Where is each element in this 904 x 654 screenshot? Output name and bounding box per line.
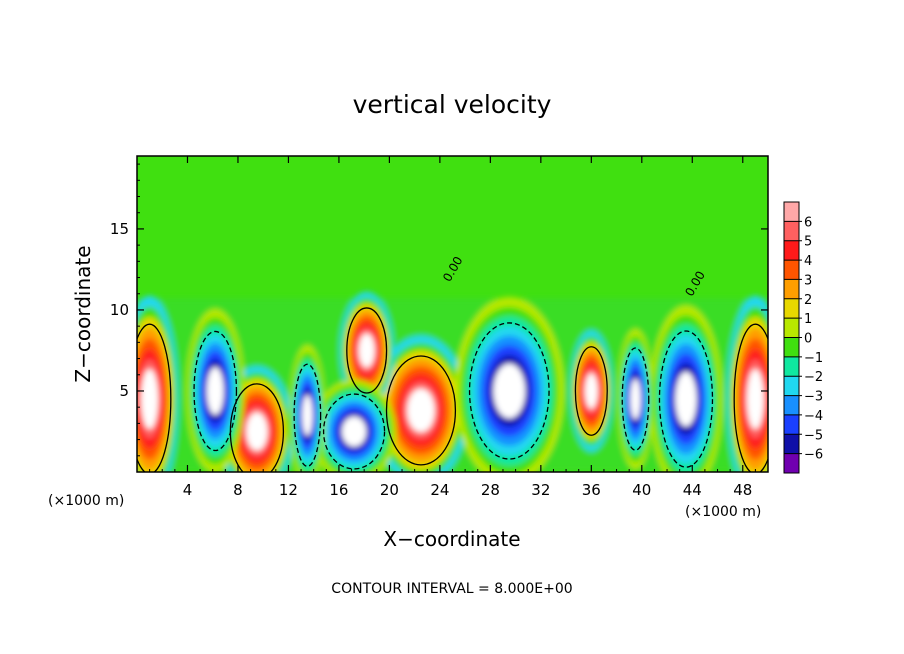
colorbar-label: −2 (804, 370, 823, 385)
y-tick-label: 15 (110, 220, 129, 238)
colorbar-segment (784, 221, 799, 242)
colorbar-segment (784, 240, 799, 261)
downdraft-cell (649, 305, 723, 472)
colorbar-label: 2 (804, 293, 812, 308)
x-tick-label: 24 (430, 481, 449, 499)
colorbar-segment (784, 337, 799, 358)
colorbar-label: 0 (804, 332, 812, 347)
downdraft-cell (185, 308, 245, 472)
colorbar-segment (784, 260, 799, 280)
x-tick-label: 28 (481, 481, 500, 499)
x-tick-label: 44 (683, 481, 702, 499)
colorbar-segment (784, 202, 799, 222)
zero-contour (468, 322, 550, 460)
colorbar-label: −3 (804, 390, 823, 405)
x-axis: 4 8 12 16 20 24 28 32 36 40 44 48 (149, 156, 756, 499)
updraft-cell (137, 295, 179, 472)
chart-title: vertical velocity (353, 90, 552, 119)
x-tick-label: 36 (582, 481, 601, 499)
zero-contour (137, 323, 172, 472)
y-axis-label: Z−coordinate (71, 245, 95, 382)
downdraft-cell (289, 344, 326, 472)
x-tick-label: 32 (531, 481, 550, 499)
colorbar: 6 5 4 3 2 1 0 −1 −2 −3 −4 −5 −6 (783, 201, 823, 474)
zero-contour (193, 330, 238, 452)
updraft-cell (373, 335, 469, 472)
colorbar-segment (784, 414, 799, 435)
colorbar-label: 6 (804, 215, 812, 230)
colorbar-label: 5 (804, 235, 812, 250)
x-unit-left: (×1000 m) (48, 493, 124, 509)
colorbar-segment (784, 395, 799, 416)
x-tick-label: 48 (733, 481, 752, 499)
x-tick-label: 20 (380, 481, 399, 499)
colorbar-label: −5 (804, 428, 823, 443)
downdraft-cell (454, 297, 565, 472)
x-unit-right: (×1000 m) (685, 504, 761, 520)
y-tick-label: 10 (110, 301, 129, 319)
colorbar-segment (784, 318, 799, 338)
colorbar-segment (784, 298, 799, 319)
zero-contour (658, 330, 714, 468)
colorbar-label: 3 (804, 273, 812, 288)
zero-contour (346, 307, 388, 394)
x-tick-label: 40 (632, 481, 651, 499)
colorbar-segment (784, 279, 799, 300)
y-axis: 5 10 15 (110, 163, 768, 457)
zero-contour (733, 323, 768, 472)
contour-interval-footer: CONTOUR INTERVAL = 8.000E+00 (331, 581, 572, 597)
zero-contour (385, 355, 457, 466)
zero-contour (621, 347, 650, 451)
colorbar-segment (784, 356, 799, 377)
x-tick-label: 12 (279, 481, 298, 499)
colorbar-label: −1 (804, 351, 823, 366)
colorbar-segment (784, 434, 799, 455)
colorbar-label: 1 (804, 312, 812, 327)
downdraft-cell (311, 379, 397, 472)
plot-field: 0.00 0.00 (137, 254, 768, 472)
colorbar-segment (784, 453, 799, 474)
x-tick-label: 16 (329, 481, 348, 499)
zero-contour (322, 393, 386, 470)
y-tick-label: 5 (119, 382, 129, 400)
zero-contour (574, 346, 608, 436)
zero-contour (293, 363, 322, 467)
colorbar-label: −6 (804, 448, 823, 463)
x-tick-label: 8 (233, 481, 243, 499)
updraft-cell (726, 295, 768, 472)
colorbar-label: −4 (804, 409, 823, 424)
x-tick-label: 4 (183, 481, 193, 499)
colorbar-label: 4 (804, 254, 812, 269)
colorbar-segment (784, 376, 799, 397)
x-axis-label: X−coordinate (383, 527, 520, 551)
